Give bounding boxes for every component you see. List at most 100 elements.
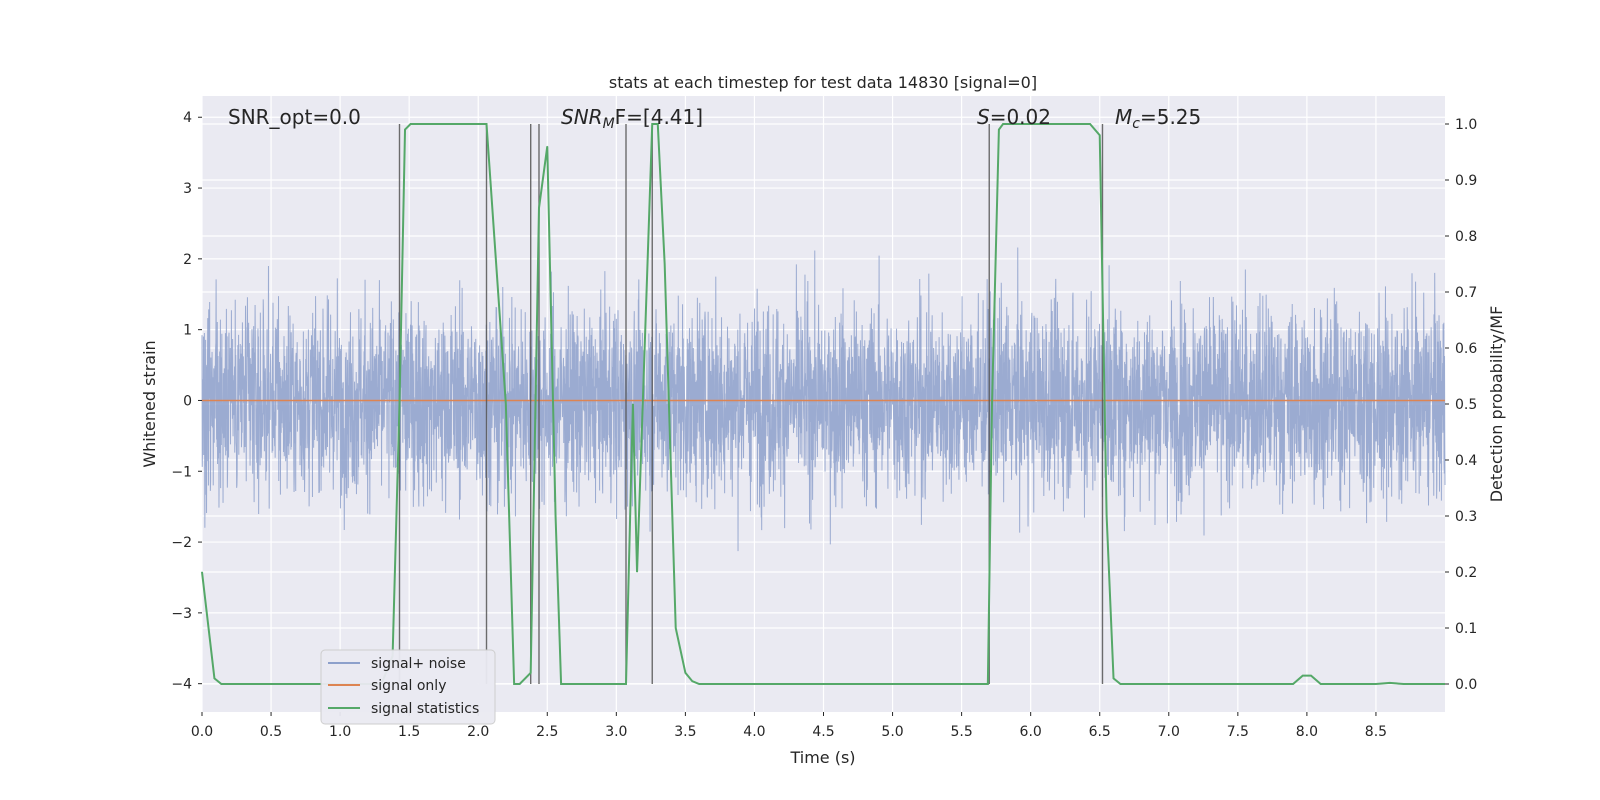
left-y-tick-labels: 4 3 2 1 0 −1 −2 −3 −4 xyxy=(171,110,202,693)
signal-statistics-point xyxy=(416,123,418,125)
left-y-tick-label: 4 xyxy=(183,110,192,126)
signal-statistics-point xyxy=(987,683,989,685)
legend-label-signal-only: signal only xyxy=(371,678,446,694)
signal-statistics-point xyxy=(651,123,653,125)
right-y-tick-label: 1.0 xyxy=(1455,117,1477,133)
x-tick-label: 6.5 xyxy=(1089,724,1111,740)
right-y-tick-label: 0.1 xyxy=(1455,621,1477,637)
signal-statistics-point xyxy=(636,571,638,573)
s-symbol: S xyxy=(977,105,990,129)
signal-statistics-point xyxy=(220,683,222,685)
x-tick-label: 6.0 xyxy=(1020,724,1042,740)
signal-statistics-point xyxy=(632,403,634,405)
signal-statistics-point xyxy=(555,515,557,517)
mc-symbol: M xyxy=(1115,105,1132,129)
signal-statistics-point xyxy=(615,683,617,685)
annotation-snr-opt: SNR_opt=0.0 xyxy=(228,105,361,129)
signal-statistics-point xyxy=(1320,683,1322,685)
legend-box xyxy=(320,649,496,725)
signal-statistics-point xyxy=(991,403,993,405)
signal-statistics-point xyxy=(410,123,412,125)
left-y-tick-label: −1 xyxy=(171,464,192,480)
signal-statistics-point xyxy=(691,680,693,682)
left-y-tick-label: 2 xyxy=(183,252,192,268)
signal-statistics-point xyxy=(625,683,627,685)
signal-statistics-point xyxy=(530,672,532,674)
x-tick-label: 5.5 xyxy=(950,724,972,740)
x-tick-label: 0.5 xyxy=(260,724,282,740)
x-tick-label: 4.5 xyxy=(812,724,834,740)
x-tick-label: 7.0 xyxy=(1158,724,1180,740)
left-y-tick-label: −2 xyxy=(171,535,192,551)
mc-subscript: c xyxy=(1132,116,1140,132)
right-y-tick-label: 0.4 xyxy=(1455,453,1477,469)
right-y-tick-labels: 1.0 0.9 0.8 0.7 0.6 0.5 0.4 0.3 0.2 0.1 0.0 xyxy=(1445,117,1477,693)
signal-statistics-point xyxy=(229,683,231,685)
snr-mf-value: F=[4.41] xyxy=(615,105,703,129)
legend-label-signal-statistics: signal statistics xyxy=(371,701,479,717)
signal-statistics-point xyxy=(538,207,540,209)
x-tick-label: 2.5 xyxy=(536,724,558,740)
snr-mf-subscript: M xyxy=(603,116,615,132)
x-tick-label: 1.5 xyxy=(398,724,420,740)
signal-statistics-point xyxy=(546,145,548,147)
signal-statistics-point xyxy=(513,683,515,685)
chart-title: stats at each timestep for test data 148… xyxy=(609,73,1037,92)
left-y-axis-label: Whitened strain xyxy=(140,340,159,467)
signal-statistics-point xyxy=(1292,683,1294,685)
signal-statistics-point xyxy=(201,571,203,573)
signal-statistics-point xyxy=(657,123,659,125)
signal-statistics-point xyxy=(1106,515,1108,517)
annotation-mc: Mc=5.25 xyxy=(1115,105,1201,132)
annotation-s: S=0.02 xyxy=(977,105,1051,129)
signal-statistics-point xyxy=(1389,682,1391,684)
left-y-tick-label: 3 xyxy=(183,181,192,197)
signal-statistics-point xyxy=(1375,683,1377,685)
right-y-tick-label: 0.5 xyxy=(1455,397,1477,413)
x-axis-label: Time (s) xyxy=(789,748,855,767)
x-tick-label: 3.5 xyxy=(674,724,696,740)
signal-statistics-point xyxy=(1099,134,1101,136)
signal-statistics-point xyxy=(684,672,686,674)
mc-value: =5.25 xyxy=(1140,105,1201,129)
left-y-tick-label: 1 xyxy=(183,323,192,339)
signal-statistics-point xyxy=(398,403,400,405)
snr-mf-symbol: SNR xyxy=(561,105,603,129)
signal-statistics-point xyxy=(213,677,215,679)
x-tick-label: 1.0 xyxy=(329,724,351,740)
signal-statistics-point xyxy=(675,627,677,629)
right-y-tick-label: 0.9 xyxy=(1455,173,1477,189)
s-value: =0.02 xyxy=(990,105,1051,129)
signal-statistics-point xyxy=(1113,677,1115,679)
vertical-marker-lines xyxy=(398,124,1104,684)
signal-statistics-point xyxy=(519,683,521,685)
signal-statistics-point xyxy=(998,129,1000,131)
left-y-tick-label: −3 xyxy=(171,606,192,622)
right-y-tick-label: 0.2 xyxy=(1455,565,1477,581)
legend-label-signal-noise: signal+ noise xyxy=(371,656,466,672)
right-y-tick-label: 0.3 xyxy=(1455,509,1477,525)
signal-statistics-point xyxy=(486,123,488,125)
x-tick-label: 7.5 xyxy=(1227,724,1249,740)
left-y-tick-label: −4 xyxy=(171,677,192,693)
signal-statistics-point xyxy=(505,403,507,405)
x-tick-label: 8.0 xyxy=(1296,724,1318,740)
x-tick-labels: 0.0 0.5 1.0 1.5 2.0 2.5 3.0 3.5 4.0 4.5 5.0 5.5 6.0 6… xyxy=(191,712,1387,740)
signal-statistics-point xyxy=(1403,683,1405,685)
x-tick-label: 8.5 xyxy=(1365,724,1387,740)
signal-statistics-point xyxy=(560,683,562,685)
annotation-snr-mf: SNRMF=[4.41] xyxy=(561,105,703,132)
right-y-axis-label: Detection probability/MF xyxy=(1487,306,1506,503)
x-tick-label: 4.0 xyxy=(743,724,765,740)
x-tick-label: 3.0 xyxy=(605,724,627,740)
signal-statistics-point xyxy=(664,263,666,265)
right-y-tick-label: 0.8 xyxy=(1455,229,1477,245)
signal-statistics-point xyxy=(1002,123,1004,125)
signal-statistics-point xyxy=(1302,675,1304,677)
x-tick-label: 2.0 xyxy=(467,724,489,740)
x-tick-label: 0.0 xyxy=(191,724,213,740)
legend: signal+ noise signal only signal statist… xyxy=(320,649,496,725)
right-y-tick-label: 0.0 xyxy=(1455,677,1477,693)
signal-statistics-point xyxy=(698,683,700,685)
